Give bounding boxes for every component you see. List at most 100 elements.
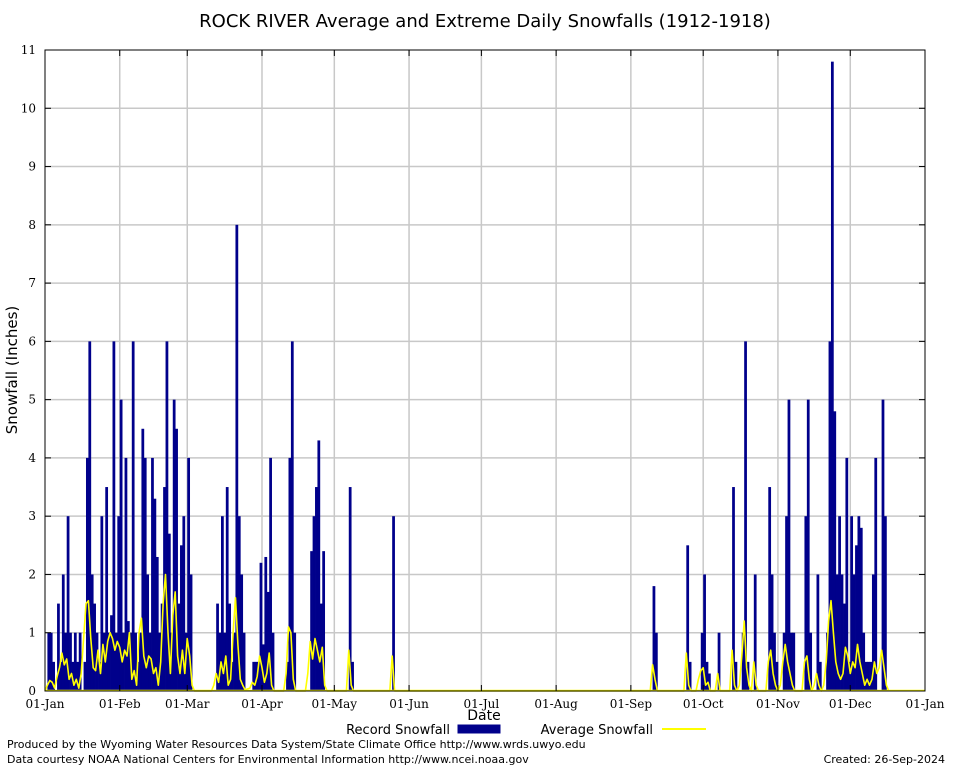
record-bar: [242, 632, 246, 691]
record-bar: [717, 632, 721, 691]
y-tick-label: 5: [28, 393, 36, 407]
record-bar: [49, 632, 53, 691]
record-bar: [828, 341, 832, 691]
y-tick-label: 11: [21, 43, 36, 57]
record-bar: [317, 440, 321, 691]
record-bar: [816, 574, 820, 691]
record-bar: [110, 615, 113, 691]
x-tick-label: 01-Oct: [683, 697, 724, 711]
record-bar: [119, 399, 123, 691]
record-bar: [792, 632, 796, 691]
record-bar: [266, 591, 270, 691]
x-tick-label: 01-Jun: [389, 697, 429, 711]
record-bar: [126, 621, 130, 691]
record-bar: [47, 632, 51, 691]
x-tick-label: 01-Apr: [241, 697, 283, 711]
record-bar: [61, 574, 65, 691]
record-bar: [69, 632, 72, 691]
record-bar: [322, 551, 326, 691]
record-bar: [789, 632, 793, 691]
record-bar: [850, 516, 854, 691]
record-bar: [804, 516, 808, 691]
record-bar: [847, 661, 851, 691]
x-tick-label: 01-Aug: [534, 697, 578, 711]
x-tick-label: 01-Sep: [610, 697, 653, 711]
record-bar: [141, 428, 145, 691]
y-tick-label: 3: [28, 509, 36, 523]
record-bar: [734, 661, 738, 691]
legend-record-swatch: [457, 724, 501, 734]
x-tick-label: 01-May: [312, 697, 358, 711]
record-bar: [117, 516, 121, 691]
record-bar: [782, 632, 786, 691]
record-bar: [177, 603, 181, 691]
record-bar: [293, 632, 297, 691]
record-bar: [859, 527, 863, 691]
record-bar: [310, 551, 313, 691]
record-bar: [869, 661, 873, 691]
record-bar: [288, 457, 292, 691]
y-axis-label: Snowfall (Inches): [3, 306, 21, 434]
record-bar: [654, 632, 658, 691]
record-bar: [134, 632, 137, 691]
record-bar: [254, 661, 258, 691]
record-bar: [845, 457, 849, 691]
record-bar: [351, 661, 354, 691]
record-bar: [773, 632, 776, 691]
record-bar: [66, 516, 70, 691]
record-bar: [290, 341, 294, 691]
footer-produced-by: Produced by the Wyoming Water Resources …: [7, 738, 586, 751]
record-bar: [874, 457, 878, 691]
legend: Record Snowfall Average Snowfall: [346, 723, 706, 738]
x-tick-label: 01-Jan: [905, 697, 944, 711]
record-bar: [261, 644, 265, 691]
record-bar: [73, 632, 77, 691]
record-bar: [180, 545, 183, 691]
y-tick-label: 6: [28, 334, 36, 348]
record-bar: [237, 516, 241, 691]
record-bar: [744, 341, 747, 691]
record-bar: [155, 556, 159, 691]
record-bar: [122, 632, 125, 691]
record-bar: [864, 661, 868, 691]
y-tick-label: 1: [28, 626, 36, 640]
record-bar: [732, 487, 735, 691]
record-bar: [172, 399, 176, 691]
record-bar: [835, 574, 839, 691]
footer-created: Created: 26-Sep-2024: [823, 753, 945, 766]
record-bar: [228, 603, 231, 691]
record-bar: [770, 574, 774, 691]
record-bar: [252, 661, 256, 691]
x-tick-label: 01-Jul: [464, 697, 500, 711]
record-bar: [884, 516, 887, 691]
record-bar: [105, 487, 109, 691]
record-bar: [107, 632, 111, 691]
record-bar: [838, 516, 841, 691]
record-bar: [688, 661, 692, 691]
record-bar: [705, 661, 709, 691]
record-bar: [57, 603, 60, 691]
record-bar: [855, 545, 858, 691]
y-tick-label: 7: [28, 276, 36, 290]
record-bar: [93, 603, 96, 691]
record-bar: [392, 516, 395, 691]
record-bar: [857, 516, 861, 691]
record-bar: [269, 457, 272, 691]
x-tick-label: 01-Mar: [165, 697, 210, 711]
y-tick-label: 9: [28, 160, 36, 174]
record-bar: [187, 457, 191, 691]
record-bar: [151, 457, 154, 691]
record-bar: [871, 574, 875, 691]
record-bar: [700, 632, 704, 691]
record-bar: [52, 661, 55, 691]
record-bar: [312, 516, 316, 691]
record-bar: [85, 457, 89, 691]
record-bar: [235, 224, 239, 691]
x-tick-label: 01-Feb: [99, 697, 141, 711]
record-bar: [652, 586, 656, 691]
record-bar: [76, 661, 80, 691]
record-bar: [218, 632, 222, 691]
x-axis-label: Date: [467, 708, 500, 724]
y-tick-label: 2: [28, 567, 36, 581]
